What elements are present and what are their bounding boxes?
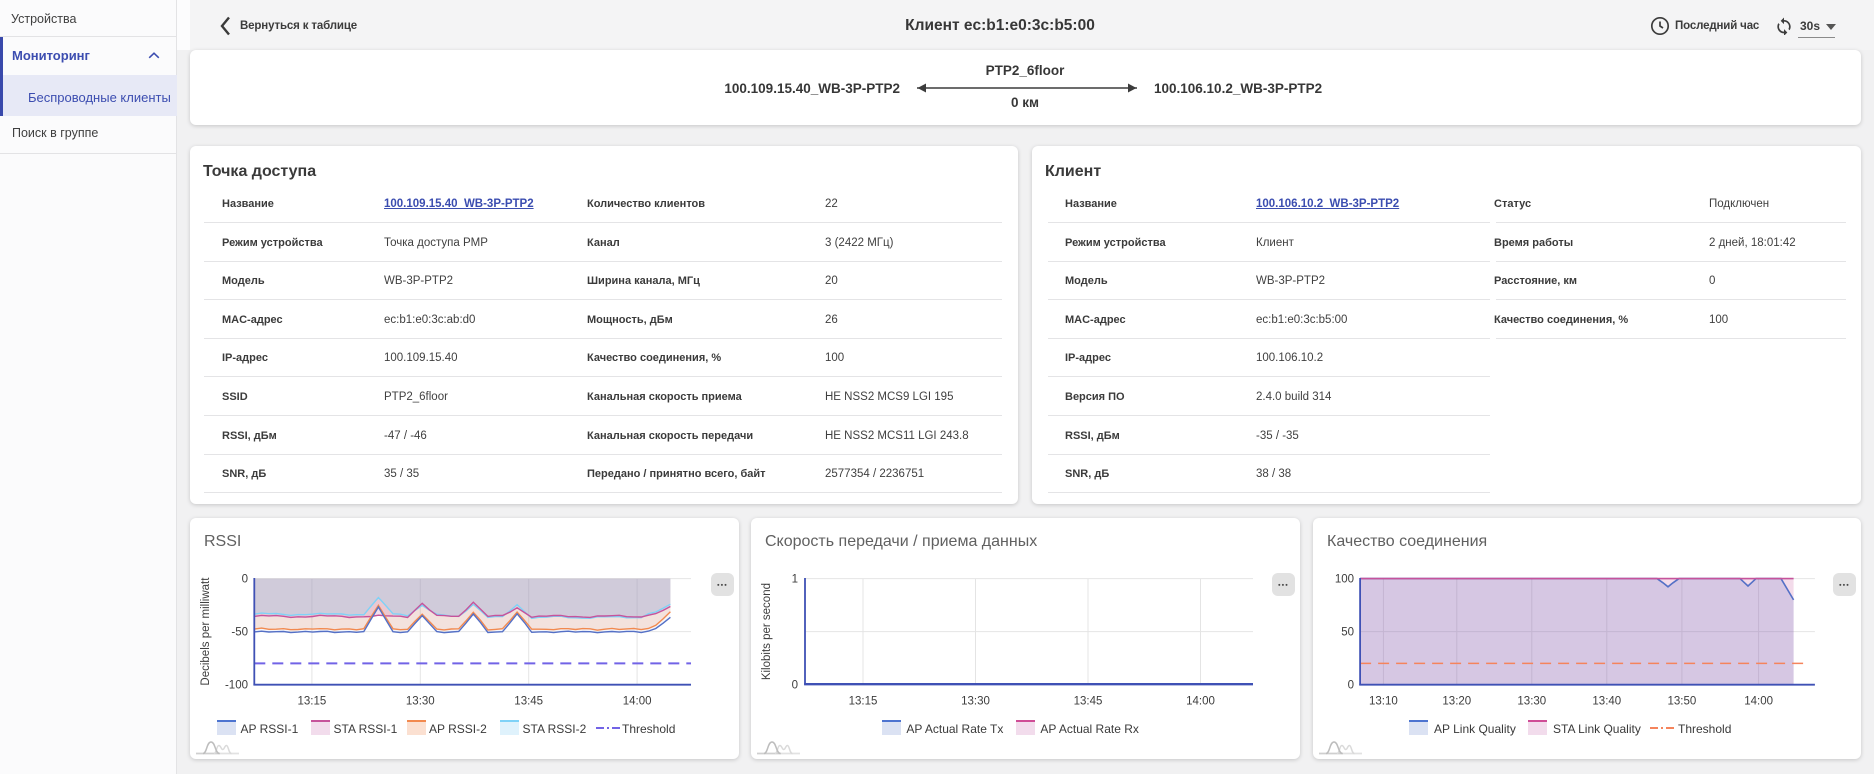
svg-text:13:30: 13:30 xyxy=(961,696,990,708)
svg-text:13:50: 13:50 xyxy=(1668,696,1697,708)
svg-text:0: 0 xyxy=(242,574,248,586)
svg-text:1: 1 xyxy=(792,574,798,586)
svg-text:100: 100 xyxy=(1335,574,1354,586)
svg-text:14:00: 14:00 xyxy=(623,696,652,708)
svg-text:-50: -50 xyxy=(231,627,248,639)
svg-text:13:30: 13:30 xyxy=(406,696,435,708)
svg-text:50: 50 xyxy=(1341,627,1354,639)
svg-text:14:00: 14:00 xyxy=(1186,696,1215,708)
svg-text:13:20: 13:20 xyxy=(1442,696,1471,708)
svg-text:Decibels per milliwatt: Decibels per milliwatt xyxy=(200,577,212,686)
svg-text:Kilobits per second: Kilobits per second xyxy=(761,583,773,680)
svg-text:13:10: 13:10 xyxy=(1369,696,1398,708)
svg-text:13:45: 13:45 xyxy=(514,696,543,708)
svg-text:13:45: 13:45 xyxy=(1074,696,1103,708)
svg-text:-100: -100 xyxy=(225,680,248,692)
svg-text:13:40: 13:40 xyxy=(1592,696,1621,708)
svg-text:14:00: 14:00 xyxy=(1744,696,1773,708)
svg-text:13:15: 13:15 xyxy=(849,696,878,708)
svg-text:0: 0 xyxy=(792,680,798,692)
svg-text:13:30: 13:30 xyxy=(1517,696,1546,708)
svg-text:0: 0 xyxy=(1348,680,1354,692)
svg-text:13:15: 13:15 xyxy=(298,696,327,708)
